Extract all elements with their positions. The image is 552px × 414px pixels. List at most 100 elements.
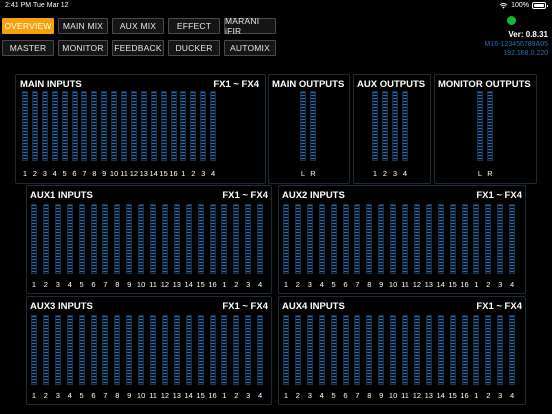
aux4-input-channel-label: 15 [448,391,457,400]
aux2-input-meter [390,204,397,274]
aux4-inputs-title: AUX4 INPUTS [282,301,345,312]
aux4-input-meter [294,315,301,385]
aux-output-meter [402,91,408,161]
main-input-meter [160,91,167,161]
aux2-input-channel-label: 15 [448,280,457,289]
tab-ducker[interactable]: DUCKER [168,40,220,56]
main-fx-meter [190,91,197,161]
aux3-input-channel-label: 4 [67,391,72,400]
firmware-version: Ver: 0.8.31 [508,30,548,39]
aux4-input-channel-label: 4 [319,391,324,400]
aux2-input-channel-label: 13 [424,280,433,289]
aux2-input-meter [402,204,408,274]
aux4-input-channel-label: 1 [283,391,289,400]
aux4-input-meter [366,315,373,385]
aux4-input-meter [342,315,349,385]
tab-marani-ifir[interactable]: MARANI iFIR [224,16,276,36]
aux1-input-meter [90,204,97,274]
aux2-input-meter [378,204,385,274]
aux2-input-channel-label: 10 [388,280,398,289]
aux4-fx-meter [497,315,504,385]
aux4-input-meter [402,315,408,385]
device-info: Ver: 0.8.31 M16-123456789A05 192.168.0.2… [485,30,548,57]
main-input-meter [170,91,177,161]
aux1-input-meter [173,204,180,274]
aux1-fx-channel-label: 2 [234,280,239,289]
aux1-input-meter [209,204,216,274]
tab-monitor[interactable]: MONITOR [58,40,108,56]
aux2-fx-channel-label: 2 [486,280,491,289]
aux1-input-meter [54,204,61,274]
aux2-input-channel-label: 14 [436,280,445,289]
main-fx-meter [210,91,217,161]
aux3-input-channel-label: 5 [79,391,84,400]
aux4-input-channel-label: 13 [424,391,433,400]
tab-master[interactable]: MASTER [2,40,54,56]
aux1-input-channel-label: 4 [67,280,72,289]
aux4-input-channel-label: 11 [401,391,409,400]
main-input-meter [121,91,127,161]
aux4-input-meter [449,315,456,385]
aux4-input-meter [306,315,313,385]
main-outputs-title: MAIN OUTPUTS [272,79,345,90]
aux2-input-channel-label: 12 [412,280,422,289]
aux4-fx-meter [509,315,516,385]
aux3-fx-meter [221,315,228,385]
aux1-input-meter [66,204,73,274]
aux2-input-channel-label: 3 [307,280,312,289]
aux-output-channel-label: 4 [402,169,408,178]
tab-feedback[interactable]: FEEDBACK [112,40,164,56]
tab-main-mix[interactable]: MAIN MIX [58,18,108,34]
aux2-input-channel-label: 6 [343,280,348,289]
main-input-meter [61,91,68,161]
wifi-icon [499,2,508,9]
aux4-fx-channel-label: 1 [474,391,479,400]
aux4-input-channel-label: 5 [331,391,336,400]
status-right: 100% [499,2,548,9]
aux1-input-meter [185,204,192,274]
aux4-fx-channel-label: 2 [486,391,491,400]
aux1-input-channel-label: 15 [196,280,205,289]
aux2-fx-meter [473,204,480,274]
aux3-input-channel-label: 1 [31,391,37,400]
aux4-input-channel-label: 14 [436,391,445,400]
tab-aux-mix[interactable]: AUX MIX [112,18,164,34]
aux3-input-meter [78,315,85,385]
aux1-fx-channel-label: 3 [246,280,251,289]
aux3-input-channel-label: 7 [103,391,108,400]
aux4-input-channel-label: 3 [307,391,312,400]
aux4-input-meter [461,315,468,385]
aux4-input-channel-label: 9 [379,391,384,400]
aux4-input-meter [318,315,325,385]
aux4-input-channel-label: 6 [343,391,348,400]
main-input-channel-label: 3 [42,169,47,178]
aux2-fx-channel-label: 1 [474,280,479,289]
aux2-fx-meter [497,204,504,274]
aux2-input-meter [449,204,456,274]
aux4-input-channel-label: 8 [367,391,372,400]
aux1-fx-title: FX1 ~ FX4 [222,190,268,201]
aux3-fx-channel-label: 2 [234,391,239,400]
aux2-input-meter [330,204,337,274]
aux1-input-channel-label: 1 [31,280,37,289]
aux3-input-meter [31,315,37,385]
tab-automix[interactable]: AUTOMIX [224,40,276,56]
aux2-input-channel-label: 16 [460,280,469,289]
tab-overview[interactable]: OVERVIEW [2,18,54,34]
main-input-meter [22,91,28,161]
aux1-input-channel-label: 2 [43,280,48,289]
aux2-input-meter [437,204,444,274]
aux3-fx-channel-label: 3 [246,391,251,400]
main-input-channel-label: 14 [149,169,158,178]
aux1-input-channel-label: 14 [184,280,193,289]
aux3-input-meter [197,315,204,385]
aux4-input-meter [330,315,337,385]
device-ip: 192.168.0.220 [503,50,548,57]
aux1-inputs-title: AUX1 INPUTS [30,190,93,201]
main-input-channel-label: 7 [82,169,87,178]
tab-effect[interactable]: EFFECT [168,18,220,34]
main-input-meter [91,91,98,161]
aux1-input-meter [78,204,85,274]
aux2-fx-channel-label: 4 [510,280,515,289]
aux4-input-channel-label: 2 [295,391,300,400]
